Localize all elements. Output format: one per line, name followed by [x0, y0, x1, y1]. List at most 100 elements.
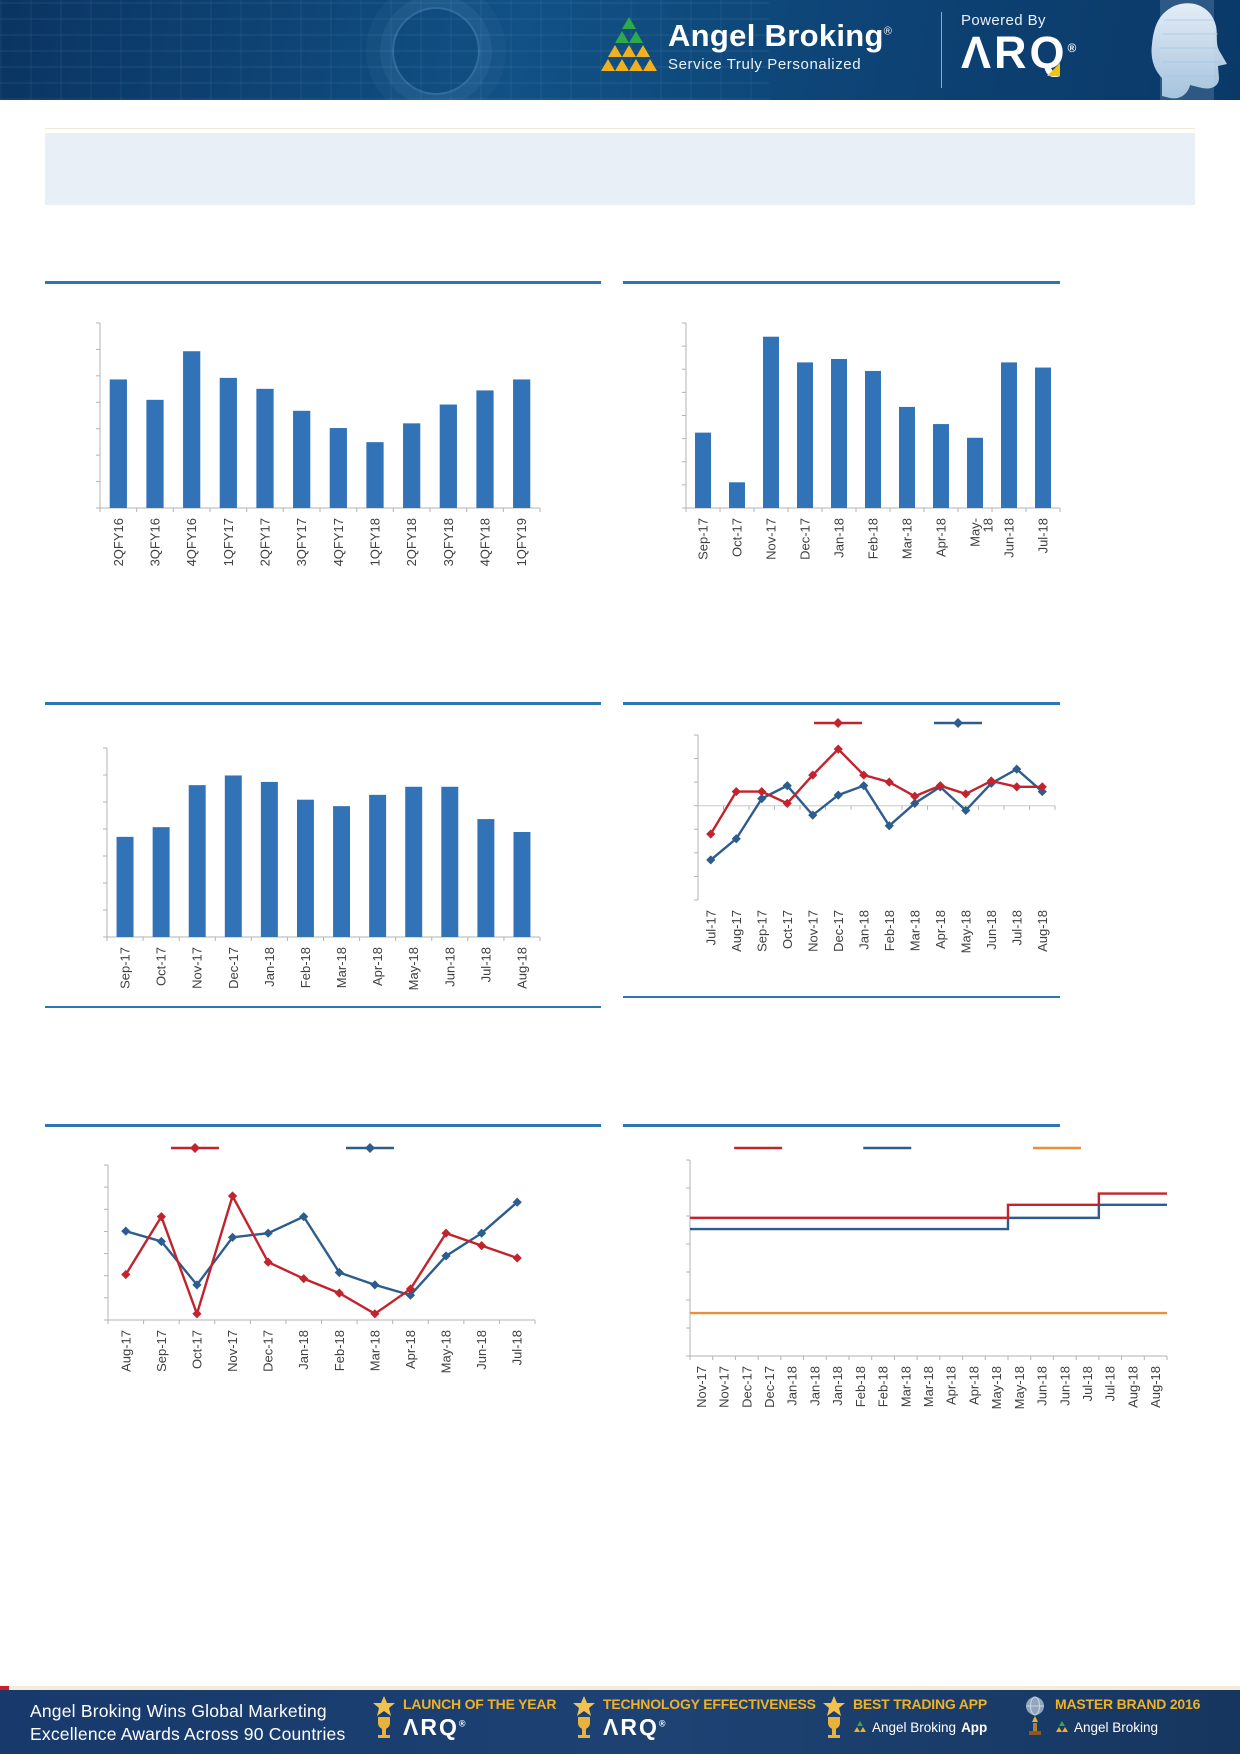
footer-headline: Angel Broking Wins Global Marketing Exce… — [30, 1701, 346, 1744]
section-rule-row1-right — [623, 281, 1060, 284]
trophy-icon — [373, 1696, 395, 1738]
svg-text:Jan-18: Jan-18 — [832, 518, 847, 558]
monthly-bar-chart-1: Sep-17 Oct-17 Nov-17 Dec-17 Jan-18 Feb-18 Mar-… — [682, 322, 1061, 560]
svg-text:Dec-17: Dec-17 — [739, 1366, 754, 1408]
svg-text:Dec-17: Dec-17 — [762, 1366, 777, 1408]
svg-text:May-: May- — [968, 518, 983, 547]
svg-text:4QFY17: 4QFY17 — [331, 518, 346, 566]
svg-text:Feb-18: Feb-18 — [332, 1330, 347, 1371]
svg-text:Apr-18: Apr-18 — [944, 1366, 959, 1405]
svg-text:Jul-17: Jul-17 — [703, 910, 718, 945]
svg-text:Feb-18: Feb-18 — [882, 910, 897, 951]
section-rule-row2-right — [623, 702, 1060, 705]
svg-text:Nov-17: Nov-17 — [190, 947, 205, 989]
monthly-bar-chart-2: Sep-17 Oct-17 Nov-17 Dec-17 Jan-18 Feb-18 Mar-… — [103, 747, 541, 990]
award-launch-of-the-year: LAUNCH OF THE YEAR ΛRQ® — [372, 1696, 556, 1746]
svg-text:Jan-18: Jan-18 — [856, 910, 871, 950]
footer-top-strip — [0, 1686, 1240, 1690]
svg-text:Jun-18: Jun-18 — [1057, 1366, 1072, 1406]
svg-text:1QFY18: 1QFY18 — [368, 518, 383, 566]
svg-text:Dec-17: Dec-17 — [831, 910, 846, 952]
svg-text:Aug-18: Aug-18 — [1125, 1366, 1140, 1408]
svg-text:Jun-18: Jun-18 — [1035, 1366, 1050, 1406]
svg-text:May-18: May-18 — [989, 1366, 1004, 1409]
header: Angel Broking® Service Truly Personalize… — [0, 0, 1240, 100]
svg-text:Dec-17: Dec-17 — [261, 1330, 276, 1372]
svg-text:Sep-17: Sep-17 — [696, 518, 711, 560]
footer-bar: Angel Broking Wins Global Marketing Exce… — [0, 1690, 1240, 1754]
brand-name: Angel Broking® — [668, 18, 893, 53]
svg-text:Apr-18: Apr-18 — [933, 910, 948, 949]
svg-text:Dec-17: Dec-17 — [798, 518, 813, 560]
svg-text:Nov-17: Nov-17 — [717, 1366, 732, 1408]
svg-text:Mar-18: Mar-18 — [898, 1366, 913, 1407]
svg-text:2QFY16: 2QFY16 — [111, 518, 126, 566]
svg-text:Jan-18: Jan-18 — [807, 1366, 822, 1406]
two-series-line-chart-1: Jul-17 Aug-17 Sep-17 Oct-17 Nov-17 Dec-17 Jan-… — [694, 718, 1056, 953]
award-best-trading-app: BEST TRADING APP Angel Broking App — [822, 1696, 987, 1746]
svg-text:May-18: May-18 — [958, 910, 973, 953]
svg-text:Dec-17: Dec-17 — [226, 947, 241, 989]
three-series-step-chart: Nov-17 Nov-17 Dec-17 Dec-17 Jan-18 Jan-18 Jan-… — [686, 1146, 1168, 1409]
svg-text:Feb-18: Feb-18 — [298, 947, 313, 988]
svg-text:Jan-18: Jan-18 — [785, 1366, 800, 1406]
svg-text:Aug-17: Aug-17 — [729, 910, 744, 952]
svg-text:Nov-17: Nov-17 — [805, 910, 820, 952]
section-rule-row2-left — [45, 702, 601, 705]
svg-text:4QFY16: 4QFY16 — [184, 518, 199, 566]
angel-broking-mini-logo-icon — [854, 1721, 866, 1732]
svg-text:May-18: May-18 — [1012, 1366, 1027, 1409]
svg-text:Apr-18: Apr-18 — [403, 1330, 418, 1369]
banner-hairline — [45, 128, 1195, 129]
section-rule-row3-right — [623, 1124, 1060, 1127]
footer-red-accent — [0, 1686, 9, 1691]
svg-text:1QFY17: 1QFY17 — [221, 518, 236, 566]
note-rule-row2-right — [623, 996, 1060, 998]
svg-text:Jan-18: Jan-18 — [296, 1330, 311, 1370]
ai-head-graphic — [1151, 0, 1227, 100]
svg-text:Oct-17: Oct-17 — [730, 518, 745, 557]
svg-text:Apr-18: Apr-18 — [370, 947, 385, 986]
svg-text:Jul-18: Jul-18 — [510, 1330, 525, 1365]
arq-triangle-icon — [1047, 63, 1061, 77]
svg-text:Apr-18: Apr-18 — [966, 1366, 981, 1405]
svg-text:Jul-18: Jul-18 — [1036, 518, 1051, 553]
svg-text:Mar-18: Mar-18 — [900, 518, 915, 559]
svg-text:2QFY18: 2QFY18 — [404, 518, 419, 566]
svg-text:Aug-18: Aug-18 — [1148, 1366, 1163, 1408]
section-rule-row3-left — [45, 1124, 601, 1127]
svg-text:2QFY17: 2QFY17 — [258, 518, 273, 566]
svg-text:Jun-18: Jun-18 — [442, 947, 457, 987]
svg-text:Mar-18: Mar-18 — [367, 1330, 382, 1371]
trophy-icon — [823, 1696, 845, 1738]
award-master-brand-2016: MASTER BRAND 2016 Angel Broking — [1022, 1696, 1200, 1746]
quarterly-bar-chart: 2QFY16 3QFY16 4QFY16 1QFY17 2QFY17 3QFY17 4QFY… — [96, 322, 541, 566]
svg-text:Nov-17: Nov-17 — [694, 1366, 709, 1408]
svg-text:Aug-17: Aug-17 — [118, 1330, 133, 1372]
svg-text:Jun-18: Jun-18 — [474, 1330, 489, 1370]
svg-text:Jul-18: Jul-18 — [1103, 1366, 1118, 1401]
award-technology-effectiveness: TECHNOLOGY EFFECTIVENESS ΛRQ® — [572, 1696, 816, 1746]
svg-text:1QFY19: 1QFY19 — [514, 518, 529, 566]
title-banner — [45, 133, 1195, 205]
svg-text:Sep-17: Sep-17 — [118, 947, 133, 989]
svg-text:Jul-18: Jul-18 — [1009, 910, 1024, 945]
svg-text:Sep-17: Sep-17 — [154, 1330, 169, 1372]
svg-text:Oct-17: Oct-17 — [154, 947, 169, 986]
svg-text:May-18: May-18 — [439, 1330, 454, 1373]
registered-mark: ® — [883, 25, 893, 38]
svg-text:Jan-18: Jan-18 — [262, 947, 277, 987]
svg-text:Mar-18: Mar-18 — [921, 1366, 936, 1407]
header-divider — [941, 12, 942, 88]
two-series-line-chart-2: Aug-17 Sep-17 Oct-17 Nov-17 Dec-17 Jan-18 Feb-… — [104, 1143, 536, 1373]
svg-text:Mar-18: Mar-18 — [334, 947, 349, 988]
svg-text:Nov-17: Nov-17 — [225, 1330, 240, 1372]
trophy-icon — [573, 1696, 595, 1738]
svg-text:May-18: May-18 — [406, 947, 421, 990]
svg-text:Jun-18: Jun-18 — [1002, 518, 1017, 558]
globe-trophy-icon — [1026, 1696, 1044, 1735]
svg-text:Feb-18: Feb-18 — [853, 1366, 868, 1407]
svg-text:3QFY16: 3QFY16 — [148, 518, 163, 566]
svg-text:Feb-18: Feb-18 — [866, 518, 881, 559]
svg-text:Mar-18: Mar-18 — [907, 910, 922, 951]
